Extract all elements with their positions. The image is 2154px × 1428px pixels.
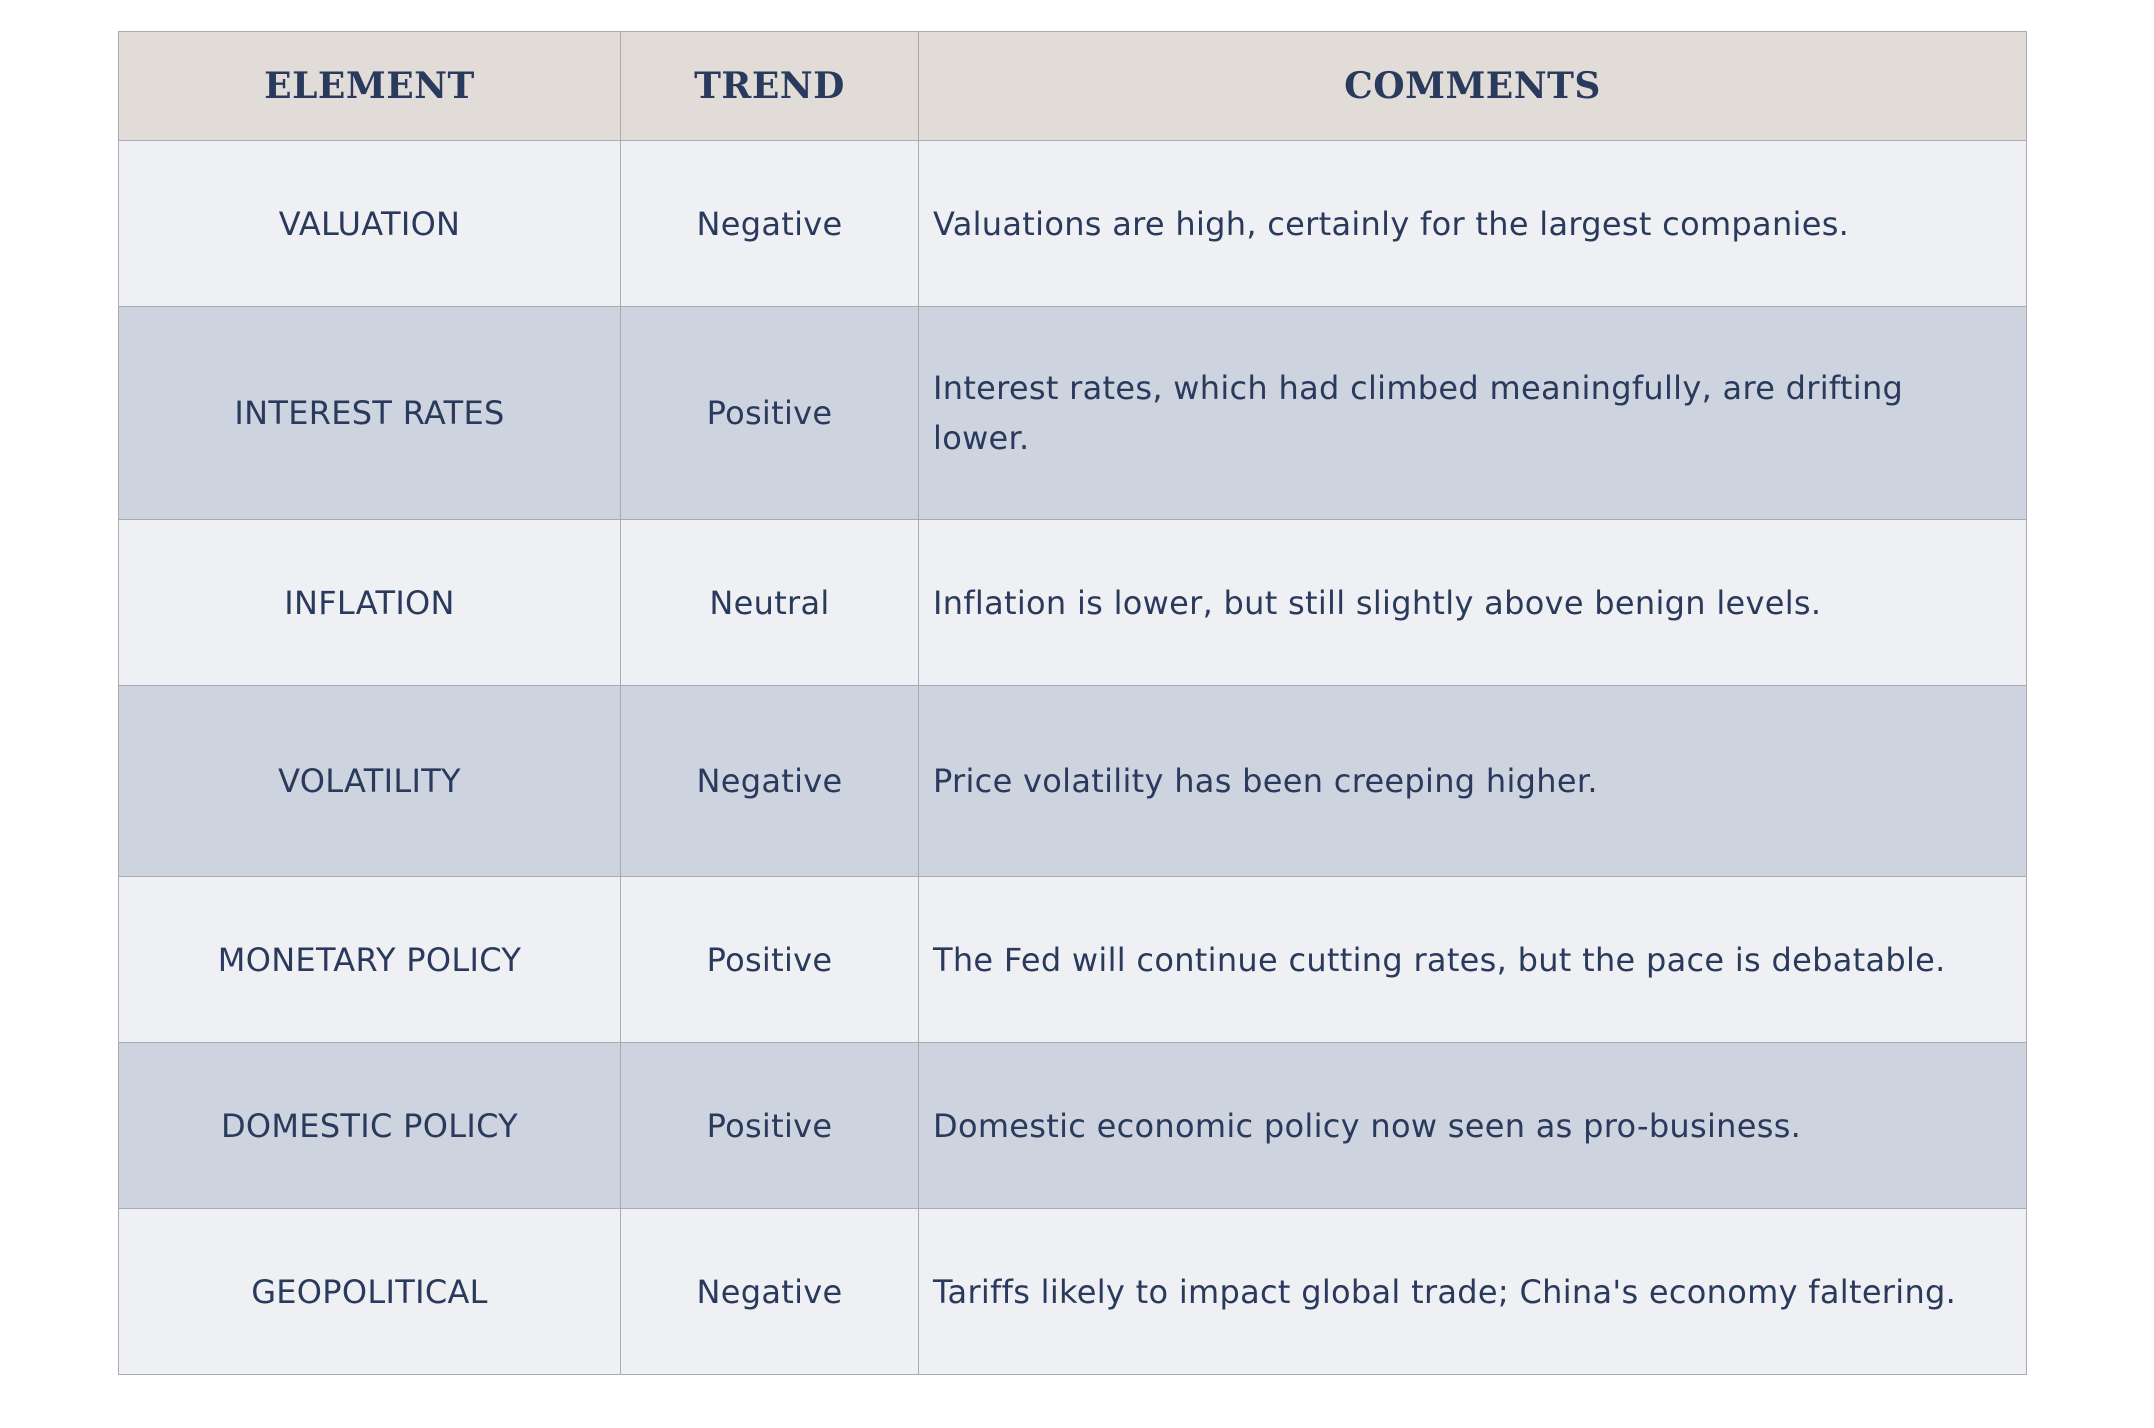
table-row: INFLATION Neutral Inflation is lower, bu…	[118, 519, 2027, 686]
table-row: GEOPOLITICAL Negative Tariffs likely to …	[118, 1208, 2027, 1375]
comment-cell: Inflation is lower, but still slightly a…	[918, 519, 2027, 686]
trend-cell: Neutral	[620, 519, 919, 686]
element-cell: VALUATION	[118, 140, 621, 307]
trend-cell: Positive	[620, 306, 919, 520]
header-element: ELEMENT	[118, 31, 621, 141]
header-comments: COMMENTS	[918, 31, 2027, 141]
element-cell: INFLATION	[118, 519, 621, 686]
comment-cell: Tariffs likely to impact global trade; C…	[918, 1208, 2027, 1375]
table-row: DOMESTIC POLICY Positive Domestic econom…	[118, 1042, 2027, 1209]
element-cell: INTEREST RATES	[118, 306, 621, 520]
comment-cell: The Fed will continue cutting rates, but…	[918, 876, 2027, 1043]
table-body: VALUATION Negative Valuations are high, …	[118, 140, 2027, 1375]
comment-cell: Domestic economic policy now seen as pro…	[918, 1042, 2027, 1209]
table-header: ELEMENT TREND COMMENTS	[118, 31, 2027, 141]
trend-cell: Negative	[620, 685, 919, 877]
element-cell: MONETARY POLICY	[118, 876, 621, 1043]
header-row: ELEMENT TREND COMMENTS	[118, 31, 2027, 141]
table-row: VALUATION Negative Valuations are high, …	[118, 140, 2027, 307]
element-cell: GEOPOLITICAL	[118, 1208, 621, 1375]
table-row: INTEREST RATES Positive Interest rates, …	[118, 306, 2027, 520]
trend-cell: Negative	[620, 1208, 919, 1375]
table-row: MONETARY POLICY Positive The Fed will co…	[118, 876, 2027, 1043]
trend-cell: Positive	[620, 1042, 919, 1209]
market-outlook-table-container: ELEMENT TREND COMMENTS VALUATION Negativ…	[118, 31, 2027, 1375]
trend-cell: Negative	[620, 140, 919, 307]
element-cell: DOMESTIC POLICY	[118, 1042, 621, 1209]
header-trend: TREND	[620, 31, 919, 141]
trend-cell: Positive	[620, 876, 919, 1043]
comment-cell: Valuations are high, certainly for the l…	[918, 140, 2027, 307]
table-row: VOLATILITY Negative Price volatility has…	[118, 685, 2027, 877]
comment-cell: Price volatility has been creeping highe…	[918, 685, 2027, 877]
element-cell: VOLATILITY	[118, 685, 621, 877]
comment-cell: Interest rates, which had climbed meanin…	[918, 306, 2027, 520]
market-outlook-table: ELEMENT TREND COMMENTS VALUATION Negativ…	[118, 31, 2027, 1375]
